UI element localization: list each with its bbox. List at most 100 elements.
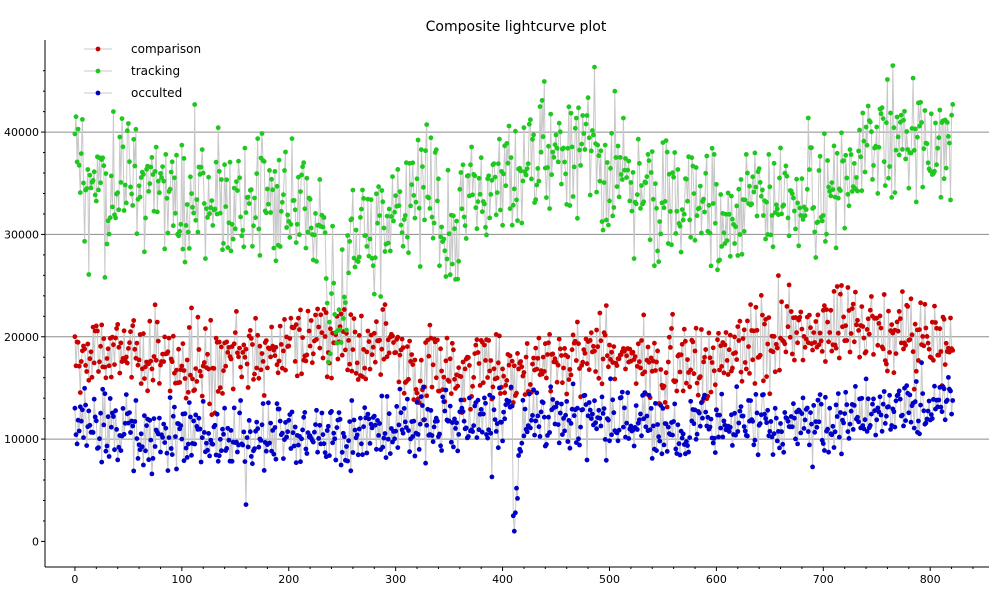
point-tracking (303, 245, 309, 251)
point-comparison (258, 367, 264, 373)
point-comparison (111, 342, 116, 348)
point-comparison (687, 384, 693, 390)
point-occulted (865, 396, 871, 402)
point-tracking (227, 159, 233, 165)
point-tracking (217, 210, 223, 216)
point-occulted (855, 414, 860, 420)
point-comparison (405, 344, 410, 349)
point-occulted (702, 392, 707, 398)
point-tracking (804, 186, 810, 192)
point-tracking (857, 127, 862, 133)
point-comparison (535, 355, 541, 361)
point-occulted (157, 415, 162, 421)
point-comparison (413, 387, 419, 392)
point-occulted (570, 381, 576, 387)
point-occulted (235, 449, 240, 455)
point-tracking (896, 152, 902, 158)
point-comparison (256, 375, 262, 381)
point-tracking (844, 175, 850, 181)
point-tracking (890, 63, 896, 68)
point-tracking (220, 247, 225, 253)
point-comparison (174, 367, 179, 373)
point-comparison (665, 359, 671, 365)
point-tracking (134, 231, 140, 237)
point-occulted (349, 398, 355, 403)
point-comparison (395, 334, 401, 340)
point-occulted (142, 413, 147, 419)
point-occulted (244, 435, 250, 440)
point-occulted (451, 444, 456, 450)
point-comparison (770, 349, 776, 355)
point-comparison (136, 357, 142, 363)
point-occulted (334, 425, 340, 430)
point-occulted (588, 416, 594, 421)
point-occulted (158, 449, 163, 455)
point-comparison (367, 366, 373, 372)
point-occulted (368, 421, 374, 427)
point-comparison (447, 356, 453, 362)
point-tracking (221, 241, 226, 246)
point-tracking (163, 152, 169, 157)
point-occulted (165, 468, 171, 473)
point-tracking (886, 175, 891, 181)
point-tracking (518, 168, 524, 174)
point-tracking (684, 176, 689, 182)
point-tracking (529, 176, 534, 182)
point-occulted (266, 400, 271, 406)
point-occulted (936, 397, 942, 403)
point-tracking (773, 202, 779, 208)
point-occulted (714, 407, 719, 413)
point-comparison (936, 352, 942, 358)
point-tracking (420, 164, 425, 170)
point-occulted (395, 445, 401, 450)
point-tracking (757, 180, 763, 185)
point-tracking (412, 215, 418, 221)
point-tracking (918, 99, 923, 105)
point-occulted (741, 424, 747, 429)
point-occulted (412, 453, 418, 459)
point-occulted (835, 391, 841, 396)
point-comparison (670, 311, 675, 317)
point-occulted (611, 410, 617, 416)
point-tracking (602, 142, 608, 148)
point-comparison (393, 350, 399, 355)
point-occulted (886, 404, 891, 410)
point-comparison (288, 315, 294, 321)
point-comparison (812, 340, 818, 345)
point-tracking (572, 125, 578, 131)
point-occulted (228, 428, 234, 433)
point-comparison (236, 354, 241, 360)
point-tracking (85, 167, 91, 172)
point-occulted (544, 442, 549, 447)
point-comparison (293, 322, 299, 327)
point-occulted (896, 388, 902, 394)
point-comparison (865, 316, 871, 322)
point-tracking (643, 180, 649, 186)
point-tracking (77, 190, 83, 196)
point-tracking (551, 154, 557, 160)
point-comparison (520, 373, 526, 379)
point-tracking (470, 192, 475, 198)
point-tracking (870, 177, 875, 182)
series-tracking (72, 63, 956, 365)
point-tracking (174, 152, 179, 158)
point-occulted (771, 431, 777, 437)
point-comparison (740, 336, 746, 341)
point-occulted (329, 409, 334, 414)
point-occulted (418, 394, 424, 399)
point-tracking (614, 184, 620, 190)
point-tracking (876, 144, 882, 150)
point-tracking (644, 174, 650, 180)
point-tracking (243, 210, 249, 216)
point-comparison (683, 338, 688, 344)
point-occulted (500, 438, 505, 444)
point-tracking (706, 202, 712, 208)
point-occulted (497, 385, 502, 391)
point-tracking (555, 159, 561, 165)
point-comparison (795, 340, 800, 346)
point-comparison (166, 335, 172, 341)
point-tracking (176, 233, 182, 239)
point-occulted (720, 434, 726, 440)
point-tracking (427, 206, 433, 211)
point-occulted (324, 428, 330, 433)
